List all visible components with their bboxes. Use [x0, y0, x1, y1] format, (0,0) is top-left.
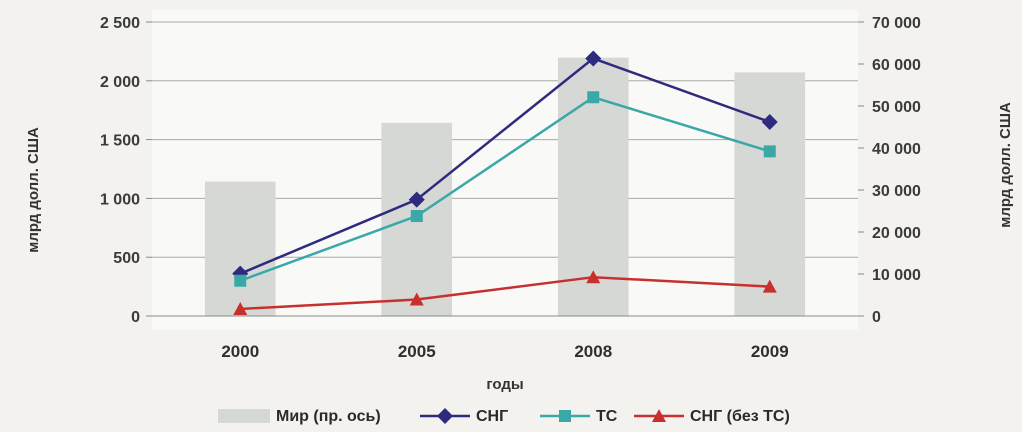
left-tick-label: 2 500: [100, 15, 140, 32]
line-markers: [232, 50, 778, 315]
point-square: [587, 91, 600, 104]
bar-world: [734, 72, 806, 317]
line-sng: [239, 57, 771, 275]
legend-label-1: СНГ: [476, 408, 508, 425]
point-triangle: [586, 270, 601, 284]
legend: Мир (пр. ось) СНГ ТС СНГ (без ТС): [218, 408, 790, 425]
point-triangle: [762, 279, 777, 293]
point-square: [410, 210, 423, 223]
right-tick-label: 10 000: [872, 267, 921, 284]
legend-label-2: ТС: [596, 408, 618, 425]
left-tick-label: 500: [113, 250, 140, 267]
point-square: [234, 274, 247, 287]
legend-marker-triangle: [652, 409, 666, 422]
right-axis-title: млрд долл. США: [997, 102, 1014, 228]
left-tick-label: 0: [131, 309, 140, 326]
x-tick-label: 2008: [574, 342, 612, 361]
point-triangle: [409, 292, 424, 306]
line-sng-without-ts: [240, 275, 770, 311]
line-series: [239, 57, 771, 311]
right-tick-label: 60 000: [872, 57, 921, 74]
point-square: [763, 145, 776, 158]
right-tick-label: 40 000: [872, 141, 921, 158]
legend-swatch-world: [218, 409, 270, 423]
x-axis-ticks: 2000 2005 2008 2009: [221, 342, 788, 361]
legend-label-3: СНГ (без ТС): [690, 408, 790, 425]
line-ts: [239, 95, 771, 282]
x-axis-title: годы: [486, 376, 523, 393]
legend-marker-square: [559, 410, 571, 422]
bar-world: [204, 181, 276, 316]
right-tick-label: 0: [872, 309, 881, 326]
right-tick-label: 50 000: [872, 99, 921, 116]
x-tick-label: 2009: [751, 342, 789, 361]
left-tick-label: 1 000: [100, 191, 140, 208]
x-tick-label: 2000: [221, 342, 259, 361]
left-axis-title: млрд долл. США: [25, 127, 42, 253]
point-diamond: [585, 50, 602, 67]
legend-label-world: Мир (пр. ось): [276, 408, 381, 425]
legend-marker-diamond: [437, 408, 453, 424]
right-axis-ticks: 0 10 000 20 000 30 000 40 000 50 000 60 000 70 …: [858, 15, 921, 326]
x-tick-label: 2005: [398, 342, 436, 361]
point-triangle: [233, 301, 248, 315]
left-axis-ticks: 0 500 1 000 1 500 2 000 2 500: [100, 15, 152, 326]
point-diamond: [761, 113, 778, 130]
left-tick-label: 2 000: [100, 74, 140, 91]
right-tick-label: 30 000: [872, 183, 921, 200]
right-tick-label: 20 000: [872, 225, 921, 242]
point-diamond: [408, 191, 425, 208]
left-tick-label: 1 500: [100, 133, 140, 150]
right-tick-label: 70 000: [872, 15, 921, 32]
